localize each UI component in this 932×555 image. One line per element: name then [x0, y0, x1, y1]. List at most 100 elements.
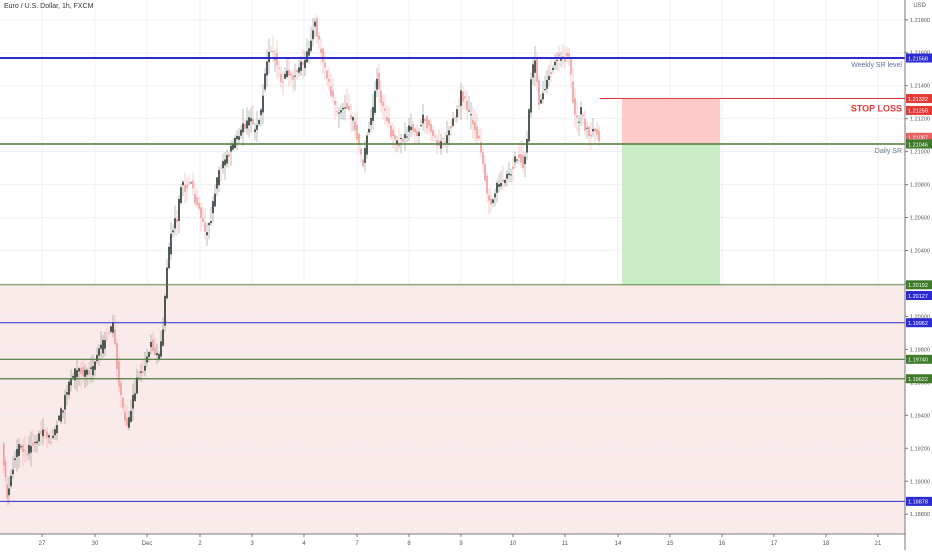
candle-down [572, 81, 574, 103]
candle-down [576, 115, 578, 118]
stop-loss-box[interactable] [622, 98, 720, 145]
candle-up [174, 218, 176, 229]
price-tag [906, 280, 932, 290]
candle-up [74, 368, 76, 381]
candle-up [130, 411, 132, 422]
candle-up [94, 361, 96, 370]
candle-down [4, 461, 7, 478]
candle-down [480, 142, 482, 153]
candle-down [292, 75, 294, 80]
candle-down [566, 53, 568, 57]
candle-down [386, 116, 388, 122]
candle-up [60, 408, 62, 422]
candle-down [362, 159, 364, 167]
take-profit-box[interactable] [622, 144, 720, 285]
candle-up [448, 130, 450, 136]
candle-down [46, 431, 48, 438]
candle-up [540, 99, 542, 104]
candle-down [88, 369, 90, 376]
candle-down [114, 329, 116, 344]
candle-down [196, 197, 198, 205]
candle-down [198, 203, 200, 209]
candle-up [262, 95, 264, 113]
price-tick-label: 1.21400 [910, 84, 930, 90]
candle-up [62, 410, 64, 413]
candle-up [342, 107, 344, 110]
candle-down [522, 154, 524, 169]
candle-down [44, 429, 46, 431]
price-tick-label: 1.21800 [910, 18, 930, 24]
time-tick-label: 10 [510, 541, 517, 547]
candle-down [426, 115, 428, 129]
candle-up [308, 48, 310, 56]
candle-up [236, 135, 238, 140]
candle-up [248, 117, 250, 126]
candle-down [584, 118, 586, 131]
price-tick-label: 1.19800 [910, 347, 930, 353]
candle-up [128, 417, 130, 428]
candle-down [430, 123, 432, 132]
candle-down [428, 120, 430, 126]
candle-down [588, 126, 590, 136]
price-tag [906, 94, 932, 104]
candle-down [436, 140, 438, 146]
candle-down [184, 185, 186, 192]
candle-up [340, 110, 342, 113]
candle-down [536, 58, 538, 82]
candle-up [396, 140, 398, 144]
candle-down [320, 48, 322, 53]
price-tag [906, 291, 932, 301]
candle-up [42, 429, 44, 437]
candle-down [358, 133, 360, 144]
candle-down [332, 90, 334, 97]
time-tick-label: 4 [302, 541, 306, 547]
candle-up [376, 78, 378, 90]
candle-up [552, 67, 554, 71]
candle-up [420, 125, 422, 127]
candle-down [454, 117, 456, 119]
candle-down [348, 105, 350, 111]
candle-down [188, 182, 190, 184]
candle-up [158, 354, 160, 360]
candle-down [394, 134, 396, 140]
candle-up [408, 125, 410, 132]
candle-up [222, 161, 224, 169]
candle-up [258, 120, 260, 125]
price-tag-label: 1.21087 [908, 136, 928, 142]
candle-down [444, 141, 446, 143]
candle-up [260, 109, 262, 116]
candle-up [460, 90, 462, 106]
candle-down [442, 138, 444, 140]
candle-up [78, 368, 80, 372]
candle-down [192, 180, 194, 189]
candle-up [310, 40, 312, 51]
candle-up [526, 139, 528, 153]
candle-down [558, 53, 560, 57]
price-axis[interactable] [905, 0, 932, 550]
candle-up [560, 57, 562, 61]
candle-up [28, 445, 30, 454]
candle-down [202, 218, 204, 222]
time-tick-label: 15 [667, 541, 674, 547]
candle-up [160, 341, 162, 357]
price-tick-label: 1.20000 [910, 314, 930, 320]
time-tick-label: Dec [142, 541, 153, 547]
price-tag [906, 53, 932, 63]
candle-down [116, 343, 118, 370]
candle-down [194, 193, 196, 203]
candle-up [422, 114, 424, 124]
candle-up [172, 230, 174, 233]
candle-up [132, 395, 134, 409]
candle-down [582, 114, 584, 117]
price-tag-label: 1.19740 [908, 358, 928, 364]
candle-down [24, 450, 26, 452]
candle-down [278, 67, 280, 69]
candle-down [402, 138, 404, 142]
candle-up [230, 145, 232, 152]
candle-down [26, 453, 28, 456]
candle-up [286, 70, 288, 78]
candle-up [14, 458, 16, 460]
candle-down [462, 91, 464, 102]
